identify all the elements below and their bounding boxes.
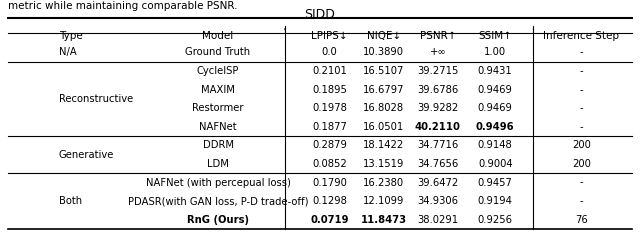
Text: Both: Both xyxy=(59,196,82,206)
Text: 39.6786: 39.6786 xyxy=(417,85,458,95)
Text: 0.9496: 0.9496 xyxy=(476,122,515,132)
Text: -: - xyxy=(579,85,583,95)
Text: -: - xyxy=(579,122,583,132)
Text: 0.0: 0.0 xyxy=(322,47,337,58)
Text: Model: Model xyxy=(202,31,234,41)
Text: SIDD: SIDD xyxy=(305,8,335,21)
Text: DDRM: DDRM xyxy=(202,140,234,150)
Text: 34.7656: 34.7656 xyxy=(417,159,458,169)
Text: Reconstructive: Reconstructive xyxy=(59,94,133,104)
Text: 200: 200 xyxy=(572,140,591,150)
Text: 16.6797: 16.6797 xyxy=(363,85,404,95)
Text: -: - xyxy=(579,196,583,206)
Text: Inference Step: Inference Step xyxy=(543,31,620,41)
Text: 200: 200 xyxy=(572,159,591,169)
Text: 16.8028: 16.8028 xyxy=(363,103,404,113)
Text: 0.9194: 0.9194 xyxy=(478,196,513,206)
Text: RnG (Ours): RnG (Ours) xyxy=(187,215,249,225)
Text: 0.0852: 0.0852 xyxy=(312,159,347,169)
Text: MAXIM: MAXIM xyxy=(201,85,235,95)
Text: -: - xyxy=(579,177,583,188)
Text: 0.1877: 0.1877 xyxy=(312,122,347,132)
Text: 18.1422: 18.1422 xyxy=(363,140,404,150)
Text: Ground Truth: Ground Truth xyxy=(186,47,251,58)
Text: 34.7716: 34.7716 xyxy=(417,140,458,150)
Text: -: - xyxy=(579,103,583,113)
Text: 0.9431: 0.9431 xyxy=(478,66,513,76)
Text: +∞: +∞ xyxy=(429,47,446,58)
Text: -: - xyxy=(579,66,583,76)
Text: 11.8473: 11.8473 xyxy=(361,215,407,225)
Text: CycleISP: CycleISP xyxy=(197,66,239,76)
Text: 12.1099: 12.1099 xyxy=(363,196,404,206)
Text: 34.9306: 34.9306 xyxy=(417,196,458,206)
Text: Type: Type xyxy=(59,31,83,41)
Text: 76: 76 xyxy=(575,215,588,225)
Text: 40.2110: 40.2110 xyxy=(415,122,461,132)
Text: 0.2101: 0.2101 xyxy=(312,66,347,76)
Text: 0.1895: 0.1895 xyxy=(312,85,347,95)
Text: N/A: N/A xyxy=(59,47,77,58)
Text: LPIPS↓: LPIPS↓ xyxy=(311,31,348,41)
Text: 0.9469: 0.9469 xyxy=(478,103,513,113)
Text: 39.6472: 39.6472 xyxy=(417,177,458,188)
Text: 0.9469: 0.9469 xyxy=(478,85,513,95)
Text: 13.1519: 13.1519 xyxy=(363,159,404,169)
Text: 0.9256: 0.9256 xyxy=(477,215,513,225)
Text: 39.9282: 39.9282 xyxy=(417,103,458,113)
Text: 0.9457: 0.9457 xyxy=(478,177,513,188)
Text: 0.2879: 0.2879 xyxy=(312,140,347,150)
Text: 0.1790: 0.1790 xyxy=(312,177,347,188)
Text: LDM: LDM xyxy=(207,159,229,169)
Text: Generative: Generative xyxy=(59,150,114,160)
Text: 16.2380: 16.2380 xyxy=(363,177,404,188)
Text: 0.9148: 0.9148 xyxy=(478,140,513,150)
Text: 0.0719: 0.0719 xyxy=(310,215,349,225)
Text: 16.5107: 16.5107 xyxy=(363,66,404,76)
Text: 1.00: 1.00 xyxy=(484,47,506,58)
Text: 0.1978: 0.1978 xyxy=(312,103,347,113)
Text: 39.2715: 39.2715 xyxy=(417,66,459,76)
Text: metric while maintaining comparable PSNR.: metric while maintaining comparable PSNR… xyxy=(8,1,237,11)
Text: SSIM↑: SSIM↑ xyxy=(478,31,512,41)
Text: 38.0291: 38.0291 xyxy=(417,215,458,225)
Text: NAFNet: NAFNet xyxy=(199,122,237,132)
Text: 0.1298: 0.1298 xyxy=(312,196,347,206)
Text: PSNR↑: PSNR↑ xyxy=(420,31,456,41)
Text: NAFNet (with percepual loss): NAFNet (with percepual loss) xyxy=(146,177,291,188)
Text: Restormer: Restormer xyxy=(192,103,244,113)
Text: -: - xyxy=(579,47,583,58)
Text: 16.0501: 16.0501 xyxy=(363,122,404,132)
Text: NIQE↓: NIQE↓ xyxy=(367,31,401,41)
Text: 0.9004: 0.9004 xyxy=(478,159,513,169)
Text: 10.3890: 10.3890 xyxy=(364,47,404,58)
Text: PDASR(with GAN loss, P-D trade-off): PDASR(with GAN loss, P-D trade-off) xyxy=(128,196,308,206)
